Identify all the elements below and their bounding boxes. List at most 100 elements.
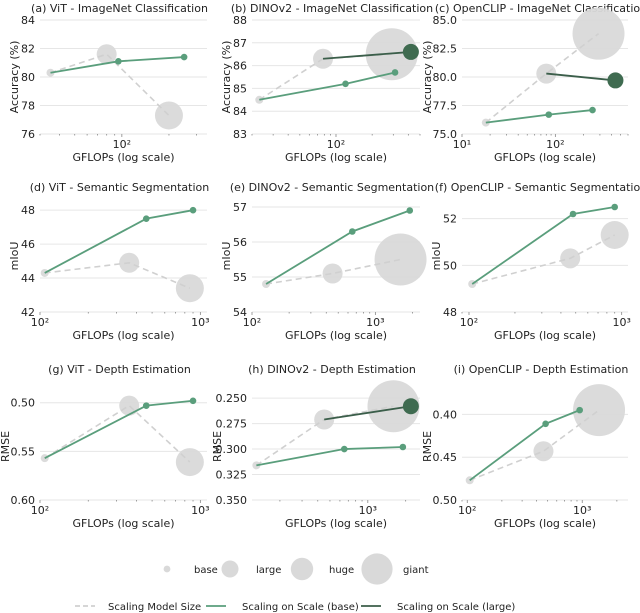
scale-base-point (115, 58, 122, 65)
scale-base-line (256, 446, 403, 467)
y-tick-label: 0.55 (11, 445, 36, 458)
x-tick-label: 10¹ (453, 138, 471, 151)
scale-base-line (44, 399, 194, 459)
panel-title: (i) OpenCLIP - Depth Estimation (454, 363, 629, 376)
y-tick-label: 88 (233, 14, 247, 27)
legend-bubble-giant (361, 553, 393, 585)
y-tick-label: 84 (21, 14, 35, 27)
y-tick-label: 77.5 (433, 100, 458, 113)
y-axis-label: mIoU (430, 242, 443, 271)
y-tick-label: 0.275 (216, 418, 248, 431)
y-tick-label: 44 (21, 272, 35, 285)
y-tick-label: 42 (21, 306, 35, 319)
y-tick-label: 46 (21, 238, 35, 251)
y-tick-label: 0.60 (11, 494, 36, 507)
panel-title: (b) DINOv2 - ImageNet Classification (231, 2, 433, 15)
panel-d: (d) ViT - Semantic Segmentation 42 44 46 48 1… (8, 181, 210, 342)
legend-line-label: Scaling on Scale (base) (242, 602, 359, 613)
bubble-giant (374, 233, 427, 286)
panels: (a) ViT - ImageNet Classification 76 78 80 8… (0, 2, 640, 530)
scale-base-point (189, 206, 197, 214)
panel-title: (d) ViT - Semantic Segmentation (30, 181, 210, 194)
panel-f: (f) OpenCLIP - Semantic Segmentation 48 50… (430, 181, 640, 342)
y-tick-label: 55 (233, 271, 247, 284)
legend-bubble-large (221, 560, 239, 578)
y-tick-label: 0.40 (433, 408, 458, 421)
model-size-line (472, 234, 616, 285)
x-tick-label: 10³ (191, 504, 209, 517)
x-tick-label: 10² (243, 316, 261, 329)
y-axis-label: Accuracy (%) (220, 41, 233, 114)
x-axis-label: GFLOPs (log scale) (285, 151, 387, 164)
y-tick-label: 0.350 (216, 494, 248, 507)
bubble-giant (573, 384, 626, 437)
y-tick-label: 86 (233, 60, 247, 73)
y-axis-label: RMSE (421, 431, 434, 462)
y-tick-label: 56 (233, 236, 247, 249)
scale-base-point (406, 207, 414, 214)
y-tick-label: 57 (233, 201, 247, 214)
x-axis-label: GFLOPs (log scale) (285, 517, 387, 530)
panel-title: (g) ViT - Depth Estimation (48, 363, 191, 376)
y-axis-label: Accuracy (%) (8, 41, 21, 114)
panel-title: (a) ViT - ImageNet Classification (31, 2, 208, 15)
scale-large-point (402, 43, 419, 60)
x-tick-label: 10² (546, 138, 564, 151)
scale-base-point (545, 111, 553, 118)
y-tick-label: 82 (21, 43, 35, 56)
panel-i: (i) OpenCLIP - Depth Estimation 0.40 0.45 0… (421, 363, 628, 530)
x-axis-label: GFLOPs (log scale) (494, 151, 596, 164)
x-tick-label: 10² (31, 504, 49, 517)
scale-base-point (542, 420, 549, 428)
legend-size-label: huge (329, 565, 354, 576)
y-axis-label: mIoU (220, 242, 233, 271)
panel-a: (a) ViT - ImageNet Classification 76 78 80 8… (8, 2, 208, 164)
legend-bubble-huge (290, 557, 314, 581)
scale-base-point (348, 228, 356, 235)
y-tick-label: 0.50 (433, 494, 458, 507)
y-tick-label: 75.0 (433, 128, 458, 141)
x-tick-label: 10² (113, 138, 131, 151)
x-tick-label: 10³ (366, 316, 384, 329)
x-axis-label: GFLOPs (log scale) (72, 517, 174, 530)
x-tick-label: 10³ (191, 316, 209, 329)
scale-base-point (576, 406, 583, 414)
model-size-line (469, 409, 600, 482)
y-axis-label: RMSE (0, 431, 12, 462)
y-tick-label: 0.325 (216, 469, 248, 482)
y-axis-label: RMSE (211, 431, 224, 462)
y-tick-label: 80.0 (433, 71, 458, 84)
x-tick-label: 10³ (573, 504, 591, 517)
y-tick-label: 52 (443, 213, 457, 226)
scale-base-point (142, 402, 150, 409)
scale-base-point (391, 69, 399, 76)
x-axis-label: GFLOPs (log scale) (285, 329, 387, 342)
model-size-line (265, 258, 401, 285)
scale-base-point (180, 53, 188, 61)
y-tick-label: 0.300 (216, 443, 248, 456)
y-tick-label: 85.0 (433, 14, 458, 27)
x-axis-label: GFLOPs (log scale) (494, 517, 596, 530)
y-tick-label: 0.250 (216, 392, 248, 405)
scale-large-point (607, 72, 624, 89)
panel-c: (c) OpenCLIP - ImageNet Classification75… (421, 2, 640, 164)
y-tick-label: 0.45 (433, 451, 458, 464)
y-tick-label: 0.50 (11, 397, 36, 410)
bubble-large (119, 395, 140, 416)
y-tick-label: 80 (21, 71, 35, 84)
bubble-large (322, 263, 343, 284)
x-tick-label: 10² (327, 138, 345, 151)
y-tick-label: 85 (233, 82, 247, 95)
scale-large-line (322, 51, 411, 60)
y-tick-label: 76 (21, 128, 35, 141)
bubble-large (96, 44, 117, 65)
bubble-large (533, 441, 554, 462)
legend-line-label: Scaling Model Size (108, 602, 201, 613)
bubble-huge (154, 101, 183, 130)
x-tick-label: 10² (31, 316, 49, 329)
y-tick-label: 84 (233, 105, 247, 118)
scale-base-point (342, 80, 349, 88)
legend: base large huge giant Scaling Model Size Scal… (75, 553, 515, 613)
scale-base-point (589, 106, 596, 114)
